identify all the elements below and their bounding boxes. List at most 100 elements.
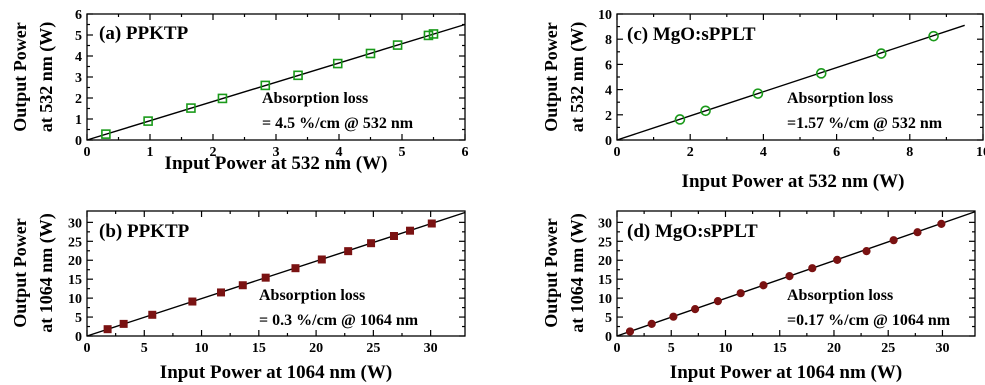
y-tick-label: 2 [605,109,612,124]
x-tick-label: 15 [773,341,787,356]
panel-title: (b) PPKTP [99,221,190,242]
y-tick-label: 0 [75,330,82,345]
data-point [862,247,871,256]
data-point [217,93,228,104]
y-axis-label-line-2: at 1064 nm (W) [567,213,588,333]
data-point [317,255,326,264]
data-point [344,247,353,256]
y-tick-label: 6 [75,8,82,23]
data-point [332,58,343,69]
data-point [143,116,153,126]
y-tick-label: 8 [605,33,612,48]
x-axis-label: Input Power at 1064 nm (W) [160,362,392,383]
data-point [423,30,434,41]
data-point [700,105,711,117]
data-point [937,219,946,228]
y-tick-label: 1 [75,113,82,128]
y-tick-label: 0 [605,330,612,345]
x-tick-label: 0 [84,341,91,356]
y-tick-label: 5 [75,311,82,326]
annotation-line-2: = 0.3 %/cm @ 1064 nm [259,312,419,329]
data-point [238,281,247,290]
data-point [427,219,436,228]
y-tick-label: 25 [68,235,82,250]
x-tick-label: 4 [760,145,767,160]
y-axis-label-line-2: at 1064 nm (W) [36,213,57,333]
y-tick-label: 5 [605,311,612,326]
data-point [713,297,722,306]
data-point [833,255,842,264]
data-point [389,232,398,240]
x-tick-label: 10 [718,341,732,356]
data-point [367,239,376,248]
data-point [291,264,300,273]
data-point [260,80,271,91]
panel-title: (a) PPKTP [99,23,189,44]
plot-frame [86,210,466,337]
y-tick-label: 15 [68,273,82,288]
data-point [808,264,817,273]
x-tick-label: 1 [147,145,154,160]
data-point [188,297,197,306]
x-tick-label: 15 [252,341,266,356]
y-tick-label: 20 [68,254,82,269]
data-point [103,325,112,334]
panel-title: (d) MgO:sPPLT [627,221,758,242]
x-tick-label: 20 [827,341,841,356]
y-tick-label: 15 [598,273,612,288]
x-tick-label: 4 [336,145,343,160]
y-tick-label: 20 [598,254,612,269]
y-tick-label: 10 [68,292,82,307]
x-tick-label: 0 [614,341,621,356]
y-tick-label: 3 [75,71,82,86]
annotation-line-1: Absorption loss [787,90,893,107]
data-point [406,226,415,235]
y-tick-label: 25 [598,235,612,250]
y-axis-label-line-1: Output Power [10,22,30,132]
x-tick-label: 30 [935,341,949,356]
data-point [625,327,635,336]
x-axis-label: Input Power at 1064 nm (W) [670,362,902,383]
y-tick-label: 0 [605,134,612,149]
data-point [647,319,656,328]
annotation-line-1: Absorption loss [262,90,368,107]
data-point [759,281,768,290]
x-tick-label: 0 [84,145,91,160]
y-axis-label-line-2: at 532 nm (W) [567,22,588,133]
data-point [875,48,887,59]
data-point [217,288,226,297]
x-tick-label: 2 [687,145,694,160]
x-axis-label: Input Power at 532 nm (W) [682,171,905,192]
data-point [913,228,922,237]
data-point [392,40,403,50]
x-tick-label: 6 [833,145,840,160]
panel-c: 0 2 4 6 8 10 0 2 4 6 8 10 (c) MgO:sPPLT Absorption lo… [541,8,985,192]
y-tick-label: 4 [75,50,82,65]
data-point [815,68,827,79]
x-tick-label: 3 [273,145,280,160]
data-point [365,48,376,59]
annotation-line-1: Absorption loss [259,287,365,304]
annotation-line-2: = 4.5 %/cm @ 532 nm [262,115,414,132]
data-point [119,319,128,328]
y-axis-label-line-1: Output Power [10,218,30,328]
y-tick-label: 10 [598,292,612,307]
x-tick-label: 10 [976,145,985,160]
x-tick-label: 25 [881,341,895,356]
x-tick-label: 5 [399,145,406,160]
x-tick-label: 2 [210,145,217,160]
x-tick-label: 5 [141,341,148,356]
x-tick-label: 10 [195,341,209,356]
annotation-line-2: =1.57 %/cm @ 532 nm [787,115,943,132]
data-point [736,289,745,298]
data-point [428,29,439,39]
annotation-line-1: Absorption loss [787,287,893,304]
panel-a: 0 1 2 3 4 5 6 0 1 2 3 4 5 6 (a) PPKTP Absorption loss = … [10,8,469,174]
data-point [261,273,270,282]
y-tick-label: 30 [68,216,82,231]
data-point [293,70,303,81]
x-tick-label: 0 [614,145,621,160]
x-tick-label: 20 [309,341,323,356]
